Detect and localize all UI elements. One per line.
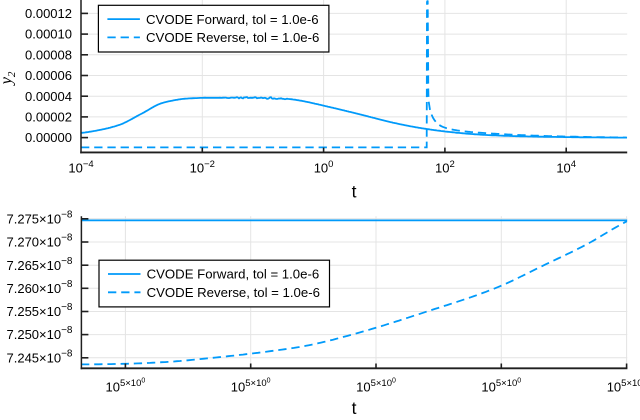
svg-text:7.245×10−8: 7.245×10−8 (7, 348, 73, 365)
svg-text:0.00010: 0.00010 (25, 27, 72, 42)
svg-text:t: t (352, 181, 357, 201)
svg-text:0.00000: 0.00000 (25, 130, 72, 145)
svg-text:CVODE Reverse, tol = 1.0e-6: CVODE Reverse, tol = 1.0e-6 (147, 285, 320, 300)
svg-text:7.255×10−8: 7.255×10−8 (7, 302, 73, 319)
svg-text:CVODE Forward, tol = 1.0e-6: CVODE Forward, tol = 1.0e-6 (147, 267, 320, 282)
svg-text:7.250×10−8: 7.250×10−8 (7, 325, 73, 342)
svg-text:7.275×10−8: 7.275×10−8 (7, 209, 73, 226)
svg-text:7.270×10−8: 7.270×10−8 (7, 233, 73, 250)
svg-text:CVODE Reverse, tol = 1.0e-6: CVODE Reverse, tol = 1.0e-6 (146, 30, 319, 45)
svg-text:0.00004: 0.00004 (25, 89, 72, 104)
svg-text:0.00008: 0.00008 (25, 47, 72, 62)
svg-text:7.265×10−8: 7.265×10−8 (7, 256, 73, 273)
svg-text:7.260×10−8: 7.260×10−8 (7, 279, 73, 296)
svg-text:t: t (352, 398, 357, 415)
svg-text:0.00012: 0.00012 (25, 6, 72, 21)
svg-text:CVODE Forward, tol = 1.0e-6: CVODE Forward, tol = 1.0e-6 (146, 12, 319, 27)
svg-text:0.00002: 0.00002 (25, 110, 72, 125)
svg-text:0.00006: 0.00006 (25, 68, 72, 83)
